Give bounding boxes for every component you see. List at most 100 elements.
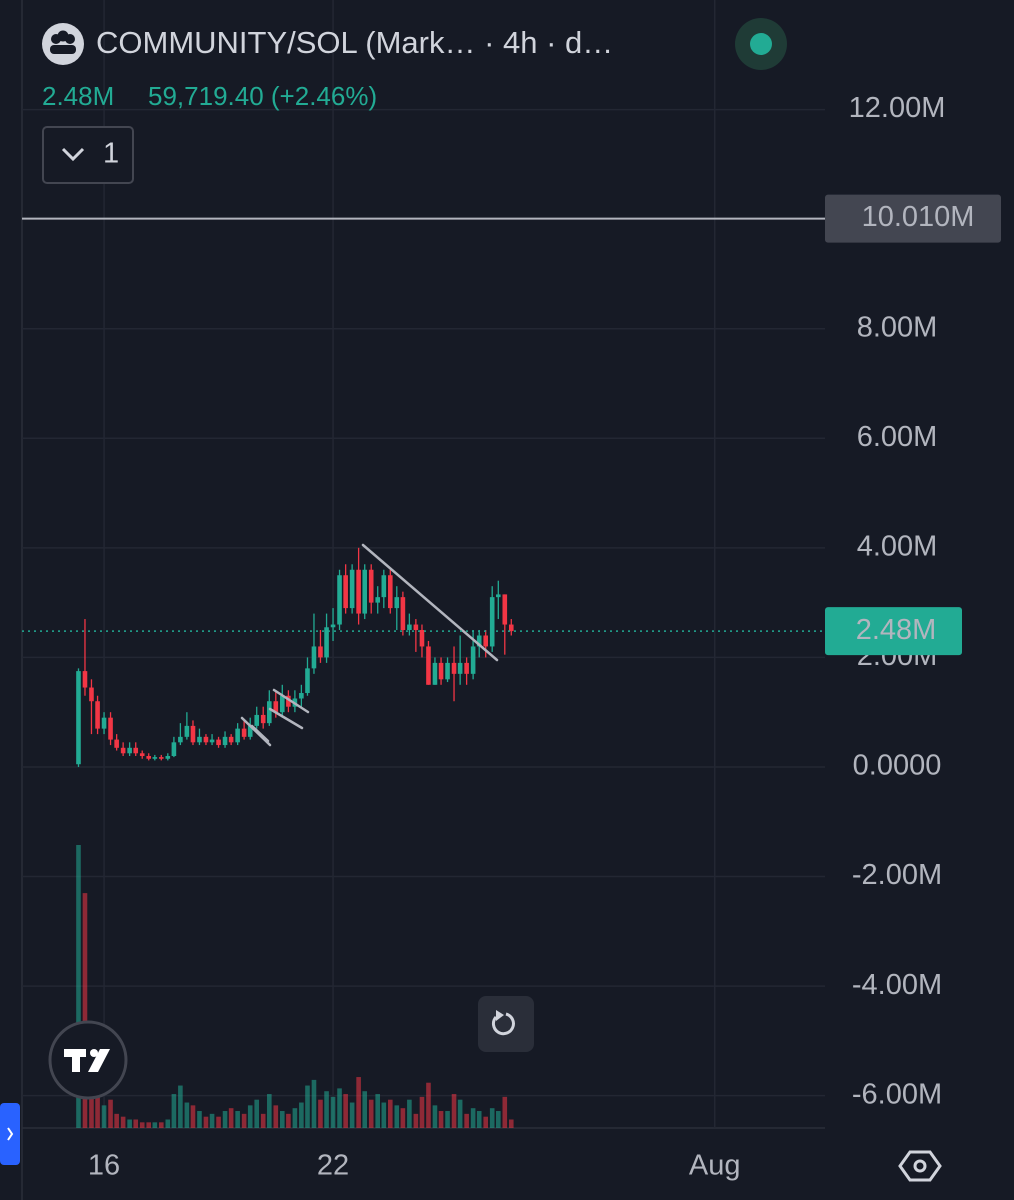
volume-bar [324, 1091, 329, 1128]
volume-bar [254, 1099, 260, 1128]
y-tick-label: 0.0000 [853, 750, 942, 782]
volume-pane [76, 845, 514, 1128]
reset-icon [491, 1012, 515, 1036]
candle-body [451, 662, 457, 674]
axes: 12.00M8.00M6.00M4.00M2.00M0.0000-2.00M-4… [22, 92, 1001, 1182]
status-dot [750, 33, 772, 55]
volume-bar [489, 1108, 495, 1128]
volume-bar [286, 1113, 291, 1128]
candle-body [457, 662, 463, 674]
candle-body [247, 725, 253, 737]
candle-body [228, 736, 234, 743]
candle-body [356, 569, 361, 614]
candle-body [407, 624, 412, 631]
candle-body [349, 569, 355, 609]
trend-line [250, 724, 270, 743]
y-tick-label: -6.00M [852, 1078, 942, 1110]
candle-body [197, 736, 202, 743]
candle-body [330, 624, 336, 628]
volume-bar [508, 1119, 514, 1128]
candle-body [432, 662, 438, 685]
volume-bar [171, 1094, 177, 1128]
volume-bar [82, 893, 88, 1128]
volume-bar [76, 845, 81, 1128]
volume-bar [279, 1111, 285, 1128]
chevron-icon [61, 147, 85, 162]
volume-bar [299, 1102, 304, 1128]
settings-button[interactable] [898, 1150, 942, 1182]
volume-bar [241, 1113, 247, 1128]
y-tick-label: 4.00M [857, 530, 938, 562]
horizontal-line-badge [825, 194, 1001, 243]
candle-body [426, 646, 431, 685]
volume-bar [451, 1094, 457, 1128]
candle-body [108, 717, 113, 740]
candle-body [159, 757, 164, 759]
volume-bar [400, 1108, 406, 1128]
pane-count: 1 [103, 138, 119, 170]
tradingview-logo[interactable] [48, 1020, 128, 1100]
symbol-icon-people [50, 30, 76, 54]
candle-body [496, 594, 501, 598]
volume-bar [426, 1082, 431, 1128]
volume-bar [496, 1111, 501, 1128]
candle-body [286, 695, 291, 707]
pane-toggle[interactable] [42, 126, 134, 184]
volume-bar [114, 1113, 119, 1128]
volume-bar [457, 1099, 463, 1128]
candle-body [362, 569, 368, 614]
volume-bar [470, 1108, 476, 1128]
volume-bar [101, 1105, 107, 1128]
volume-bar [273, 1105, 279, 1128]
candle-body [381, 575, 387, 598]
candle-body [400, 597, 406, 631]
y-tick-label: 8.00M [857, 311, 938, 343]
reset-arrow [496, 1010, 504, 1021]
volume-bar [343, 1094, 348, 1128]
candle-body [279, 695, 285, 713]
y-tick-label: -2.00M [852, 859, 942, 891]
volume-bar [445, 1111, 450, 1128]
settings-icon [913, 1159, 927, 1173]
candle-body [82, 671, 88, 688]
volume-bar [133, 1119, 139, 1128]
volume-bar [228, 1108, 234, 1128]
candle-body [483, 635, 489, 647]
volume-bar [95, 1094, 100, 1128]
volume-bar [139, 1122, 145, 1128]
candle-body [394, 597, 400, 609]
volume-bar [356, 1077, 361, 1128]
price-text: 2.48M [42, 81, 114, 111]
candle-body [120, 747, 126, 754]
volume-bar [108, 1099, 113, 1128]
volume-bar [419, 1096, 425, 1128]
volume-bar [368, 1099, 374, 1128]
volume-bar [362, 1091, 368, 1128]
volume-bar [203, 1116, 209, 1128]
candle-body [171, 742, 177, 757]
candle-body [152, 757, 158, 759]
volume-bar [235, 1111, 240, 1128]
x-tick-label: Aug [689, 1150, 741, 1182]
candle-body [190, 725, 196, 743]
last-price-badge [825, 607, 962, 656]
y-tick-label: 12.00M [849, 92, 946, 124]
trend-line [268, 707, 304, 730]
x-tick-label: 22 [317, 1150, 349, 1182]
candle-body [337, 575, 342, 625]
candle-body [133, 747, 139, 754]
volume-bar [394, 1105, 400, 1128]
candle-body [470, 646, 476, 674]
volume-bar [407, 1099, 412, 1128]
reset-button[interactable] [478, 996, 534, 1052]
candle-body [222, 736, 228, 746]
side-tab-icon [7, 1127, 14, 1141]
volume-bar [330, 1096, 336, 1128]
side-tab[interactable] [0, 1103, 20, 1165]
candle-body [438, 662, 444, 680]
volume-bar [476, 1111, 482, 1128]
grid [22, 0, 825, 1128]
candle-body [184, 725, 190, 737]
